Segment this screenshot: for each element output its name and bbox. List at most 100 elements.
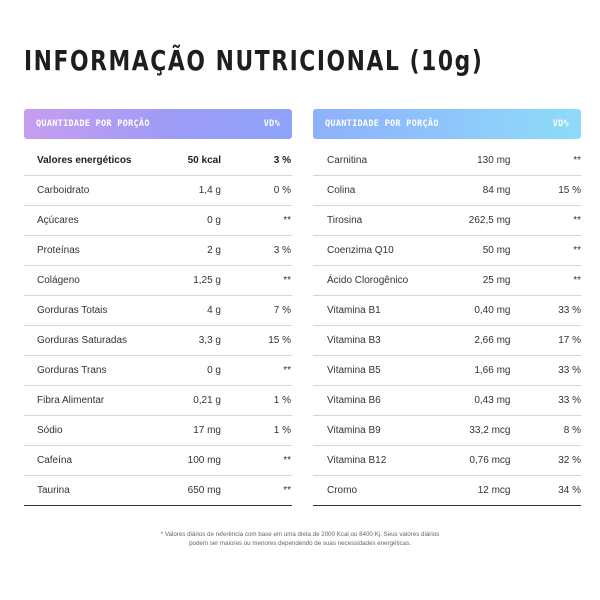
table-row: Colina 84 mg 15 % bbox=[313, 176, 581, 206]
nutrient-vd: ** bbox=[283, 365, 291, 376]
nutrient-name: Valores energéticos bbox=[37, 154, 132, 166]
nutrient-quantity: 84 mg bbox=[482, 185, 511, 196]
nutrient-quantity: 0 g bbox=[207, 215, 221, 226]
table-body: Valores energéticos 50 kcal 3 % Carboidrato… bbox=[24, 145, 292, 506]
nutrient-name: Vitamina B5 bbox=[327, 365, 381, 376]
nutrient-vd: 1 % bbox=[273, 395, 291, 406]
header-vd-label: VD% bbox=[263, 119, 280, 129]
nutrient-name: Colina bbox=[327, 185, 356, 196]
nutrient-vd: 8 % bbox=[563, 425, 581, 436]
nutrient-name: Vitamina B1 bbox=[327, 305, 381, 316]
nutrient-vd: ** bbox=[573, 245, 581, 256]
nutrient-name: Açúcares bbox=[37, 215, 79, 226]
table-row: Açúcares 0 g ** bbox=[24, 206, 292, 236]
table-header: QUANTIDADE POR PORÇÃO VD% bbox=[313, 109, 581, 139]
header-quantity-label: QUANTIDADE POR PORÇÃO bbox=[325, 119, 439, 129]
table-row: Valores energéticos 50 kcal 3 % bbox=[24, 145, 292, 176]
nutrient-vd: ** bbox=[283, 485, 291, 496]
table-row: Gorduras Saturadas 3,3 g 15 % bbox=[24, 326, 292, 356]
nutrient-quantity: 2,66 mg bbox=[474, 335, 511, 346]
nutrition-table-right: QUANTIDADE POR PORÇÃO VD% Carnitina 130 m… bbox=[313, 109, 581, 506]
nutrient-name: Carboidrato bbox=[37, 185, 90, 196]
nutrient-vd: 15 % bbox=[558, 185, 581, 196]
nutrient-quantity: 50 kcal bbox=[187, 154, 221, 166]
page-title: INFORMAÇÃO NUTRICIONAL (10g) bbox=[24, 44, 484, 77]
table-row: Sódio 17 mg 1 % bbox=[24, 416, 292, 446]
nutrient-name: Vitamina B6 bbox=[327, 395, 381, 406]
nutrient-vd: 33 % bbox=[558, 395, 581, 406]
table-row: Vitamina B1 0,40 mg 33 % bbox=[313, 296, 581, 326]
nutrient-vd: 34 % bbox=[558, 485, 581, 496]
nutrient-vd: 3 % bbox=[273, 245, 291, 256]
nutrient-quantity: 130 mg bbox=[477, 154, 511, 166]
nutrient-vd: 1 % bbox=[273, 425, 291, 436]
nutrient-vd: 33 % bbox=[558, 305, 581, 316]
nutrient-vd: ** bbox=[573, 154, 581, 166]
nutrient-quantity: 17 mg bbox=[193, 425, 221, 436]
footnote-line: * Valores diários de referência com base… bbox=[160, 531, 440, 538]
table-row: Cromo 12 mcg 34 % bbox=[313, 476, 581, 506]
nutrient-vd: ** bbox=[283, 275, 291, 286]
nutrient-vd: 3 % bbox=[273, 154, 291, 166]
table-row: Taurina 650 mg ** bbox=[24, 476, 292, 506]
nutrient-name: Ácido Clorogênico bbox=[327, 275, 409, 286]
nutrient-vd: 15 % bbox=[268, 335, 291, 346]
nutrient-vd: 0 % bbox=[273, 185, 291, 196]
nutrient-name: Vitamina B9 bbox=[327, 425, 381, 436]
table-row: Carboidrato 1,4 g 0 % bbox=[24, 176, 292, 206]
nutrient-quantity: 0,21 g bbox=[193, 395, 221, 406]
nutrient-name: Gorduras Trans bbox=[37, 365, 107, 376]
nutrient-quantity: 100 mg bbox=[187, 455, 221, 466]
nutrient-quantity: 25 mg bbox=[482, 275, 511, 286]
table-row: Gorduras Totais 4 g 7 % bbox=[24, 296, 292, 326]
table-row: Colágeno 1,25 g ** bbox=[24, 266, 292, 296]
nutrient-name: Gorduras Saturadas bbox=[37, 335, 128, 346]
footnote: * Valores diários de referência com base… bbox=[0, 530, 600, 548]
nutrient-quantity: 650 mg bbox=[187, 485, 221, 496]
table-body: Carnitina 130 mg ** Colina 84 mg 15 % Tirosina… bbox=[313, 145, 581, 506]
nutrient-vd: ** bbox=[573, 275, 581, 286]
table-row: Vitamina B5 1,66 mg 33 % bbox=[313, 356, 581, 386]
nutrient-name: Tirosina bbox=[327, 215, 363, 226]
table-row: Vitamina B12 0,76 mcg 32 % bbox=[313, 446, 581, 476]
table-row: Vitamina B9 33,2 mcg 8 % bbox=[313, 416, 581, 446]
table-row: Ácido Clorogênico 25 mg ** bbox=[313, 266, 581, 296]
nutrient-vd: 32 % bbox=[558, 455, 581, 466]
nutrient-quantity: 1,4 g bbox=[198, 185, 221, 196]
table-row: Coenzima Q10 50 mg ** bbox=[313, 236, 581, 266]
nutrient-vd: ** bbox=[283, 215, 291, 226]
nutrient-name: Cafeína bbox=[37, 455, 73, 466]
nutrient-name: Coenzima Q10 bbox=[327, 245, 394, 256]
nutrient-quantity: 2 g bbox=[207, 245, 221, 256]
nutrient-quantity: 33,2 mcg bbox=[469, 425, 511, 436]
nutrient-name: Vitamina B12 bbox=[327, 455, 387, 466]
nutrient-vd: ** bbox=[573, 215, 581, 226]
nutrient-name: Taurina bbox=[37, 485, 70, 496]
nutrient-quantity: 1,66 mg bbox=[474, 365, 511, 376]
nutrient-quantity: 3,3 g bbox=[198, 335, 221, 346]
nutrient-quantity: 262,5 mg bbox=[468, 215, 511, 226]
nutrient-name: Colágeno bbox=[37, 275, 80, 286]
nutrient-quantity: 0,40 mg bbox=[474, 305, 511, 316]
nutrient-name: Vitamina B3 bbox=[327, 335, 381, 346]
header-quantity-label: QUANTIDADE POR PORÇÃO bbox=[36, 119, 150, 129]
table-row: Cafeína 100 mg ** bbox=[24, 446, 292, 476]
nutrient-quantity: 0,76 mcg bbox=[469, 455, 511, 466]
nutrient-name: Sódio bbox=[37, 425, 63, 436]
nutrient-quantity: 1,25 g bbox=[193, 275, 221, 286]
table-row: Fibra Alimentar 0,21 g 1 % bbox=[24, 386, 292, 416]
footnote-line: podem ser maiores ou menores dependendo … bbox=[189, 540, 411, 547]
table-row: Vitamina B3 2,66 mg 17 % bbox=[313, 326, 581, 356]
nutrient-name: Carnitina bbox=[327, 154, 368, 166]
table-row: Gorduras Trans 0 g ** bbox=[24, 356, 292, 386]
nutrient-quantity: 12 mcg bbox=[477, 485, 511, 496]
nutrient-name: Gorduras Totais bbox=[37, 305, 108, 316]
table-row: Vitamina B6 0,43 mg 33 % bbox=[313, 386, 581, 416]
nutrient-vd: 17 % bbox=[558, 335, 581, 346]
nutrient-name: Proteínas bbox=[37, 245, 80, 256]
table-row: Tirosina 262,5 mg ** bbox=[313, 206, 581, 236]
nutrition-table-left: QUANTIDADE POR PORÇÃO VD% Valores energé… bbox=[24, 109, 292, 506]
nutrient-quantity: 0 g bbox=[207, 365, 221, 376]
nutrient-vd: 7 % bbox=[273, 305, 291, 316]
nutrient-name: Cromo bbox=[327, 485, 358, 496]
